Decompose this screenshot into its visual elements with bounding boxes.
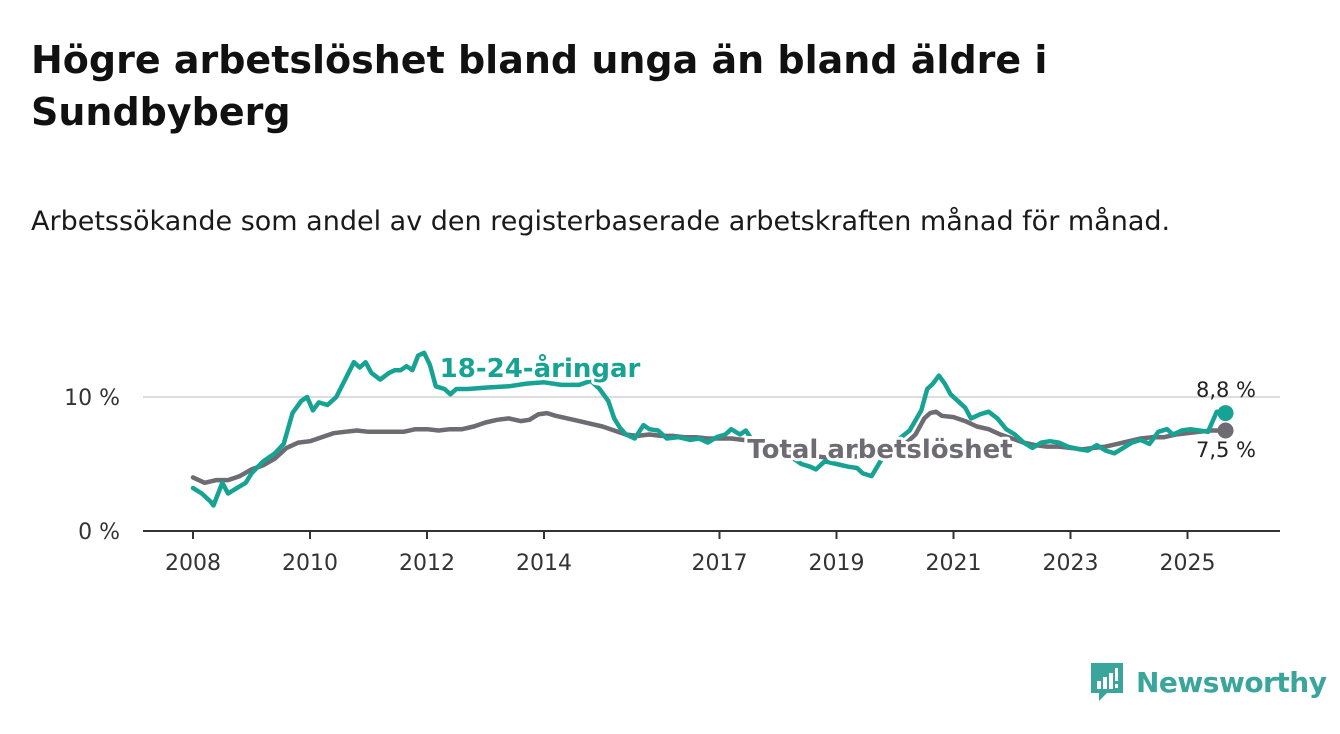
line-chart: 2008 2010 2012 2014 2017 2019 2021 2023 2025 10 … (64, 349, 1280, 576)
y-tick-label-10: 10 % (64, 386, 120, 411)
series-layer (190, 350, 1234, 508)
end-value-total: 7,5 % (1196, 438, 1256, 462)
x-tick-label: 2025 (1160, 551, 1216, 576)
end-marker-total (1217, 422, 1234, 439)
x-tick-label: 2010 (282, 551, 338, 576)
x-tick-label: 2023 (1043, 551, 1099, 576)
page-title: Högre arbetslöshet bland unga än bland ä… (31, 38, 1048, 134)
y-tick-label-0: 0 % (78, 520, 120, 545)
newsworthy-brand[interactable]: Newsworthy (1089, 661, 1327, 703)
x-tick-label: 2012 (399, 551, 455, 576)
end-marker-youth (1217, 405, 1234, 422)
x-tick-label: 2021 (926, 551, 982, 576)
brand-name[interactable]: Newsworthy (1136, 665, 1327, 699)
x-axis-ticks: 2008 2010 2012 2014 2017 2019 2021 2023 2025 (165, 531, 1216, 576)
x-tick-label: 2008 (165, 551, 221, 576)
x-tick-label: 2014 (516, 551, 572, 576)
x-tick-label: 2017 (692, 551, 748, 576)
x-tick-label: 2019 (809, 551, 865, 576)
chart-subtitle: Arbetssökande som andel av den registerb… (31, 206, 1171, 237)
series-line-youth (190, 350, 1228, 508)
end-value-youth: 8,8 % (1196, 378, 1256, 402)
series-label-youth: 18-24-åringar (440, 352, 641, 384)
series-label-total: Total arbetslöshet (747, 435, 1012, 465)
newsworthy-logo-icon (1091, 663, 1123, 701)
